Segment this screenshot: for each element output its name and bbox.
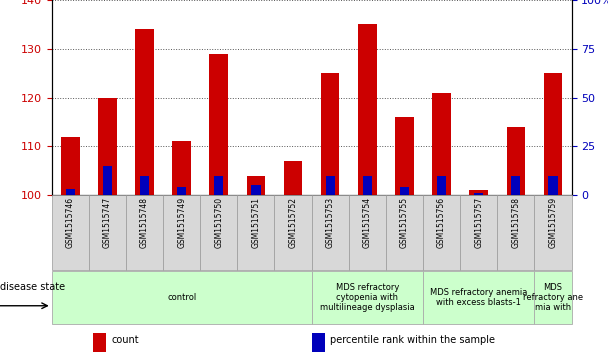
FancyBboxPatch shape [311, 195, 349, 270]
Bar [251, 185, 261, 195]
Bar [544, 73, 562, 195]
Text: count: count [111, 335, 139, 345]
Bar [66, 189, 75, 195]
FancyBboxPatch shape [423, 195, 460, 270]
Text: disease state: disease state [0, 281, 65, 291]
Text: GSM1515749: GSM1515749 [177, 197, 186, 248]
Bar [247, 175, 265, 195]
Bar [93, 333, 106, 352]
Bar [469, 190, 488, 195]
Bar [474, 193, 483, 195]
Bar [362, 175, 372, 195]
Bar [358, 24, 376, 195]
Bar [548, 175, 558, 195]
Bar [135, 29, 154, 195]
Bar [214, 175, 223, 195]
FancyBboxPatch shape [89, 195, 126, 270]
FancyBboxPatch shape [52, 195, 89, 270]
Text: GSM1515754: GSM1515754 [363, 197, 372, 248]
FancyBboxPatch shape [200, 195, 237, 270]
Bar [98, 98, 117, 195]
Bar [437, 175, 446, 195]
Bar [400, 187, 409, 195]
FancyBboxPatch shape [274, 195, 311, 270]
Bar [511, 175, 520, 195]
Text: GSM1515759: GSM1515759 [548, 197, 558, 248]
Bar [284, 161, 302, 195]
Text: GSM1515757: GSM1515757 [474, 197, 483, 248]
FancyBboxPatch shape [460, 195, 497, 270]
Bar [172, 141, 191, 195]
FancyBboxPatch shape [534, 271, 572, 324]
FancyBboxPatch shape [534, 195, 572, 270]
Text: control: control [167, 293, 196, 302]
FancyBboxPatch shape [311, 271, 423, 324]
FancyBboxPatch shape [163, 195, 200, 270]
Text: MDS refractory
cytopenia with
multilineage dysplasia: MDS refractory cytopenia with multilinea… [320, 283, 415, 313]
FancyBboxPatch shape [52, 271, 311, 324]
Text: MDS
refractory ane
mia with: MDS refractory ane mia with [523, 283, 583, 313]
FancyBboxPatch shape [126, 195, 163, 270]
Text: GSM1515756: GSM1515756 [437, 197, 446, 248]
Bar [432, 93, 451, 195]
Bar [325, 175, 335, 195]
Text: GSM1515746: GSM1515746 [66, 197, 75, 248]
Text: percentile rank within the sample: percentile rank within the sample [330, 335, 495, 345]
Bar [321, 73, 339, 195]
Text: GSM1515748: GSM1515748 [140, 197, 149, 248]
Bar [311, 333, 325, 352]
Text: GSM1515752: GSM1515752 [289, 197, 297, 248]
Bar [177, 187, 186, 195]
Text: GSM1515753: GSM1515753 [326, 197, 334, 248]
FancyBboxPatch shape [237, 195, 274, 270]
Bar [103, 166, 112, 195]
Bar [210, 54, 228, 195]
FancyBboxPatch shape [386, 195, 423, 270]
FancyBboxPatch shape [349, 195, 386, 270]
Text: GSM1515747: GSM1515747 [103, 197, 112, 248]
FancyBboxPatch shape [423, 271, 534, 324]
Text: GSM1515750: GSM1515750 [214, 197, 223, 248]
Text: MDS refractory anemia
with excess blasts-1: MDS refractory anemia with excess blasts… [430, 288, 527, 307]
Bar [61, 136, 80, 195]
FancyBboxPatch shape [497, 195, 534, 270]
Text: GSM1515755: GSM1515755 [400, 197, 409, 248]
Text: GSM1515758: GSM1515758 [511, 197, 520, 248]
Bar [506, 127, 525, 195]
Bar [395, 117, 413, 195]
Text: GSM1515751: GSM1515751 [251, 197, 260, 248]
Bar [140, 175, 149, 195]
